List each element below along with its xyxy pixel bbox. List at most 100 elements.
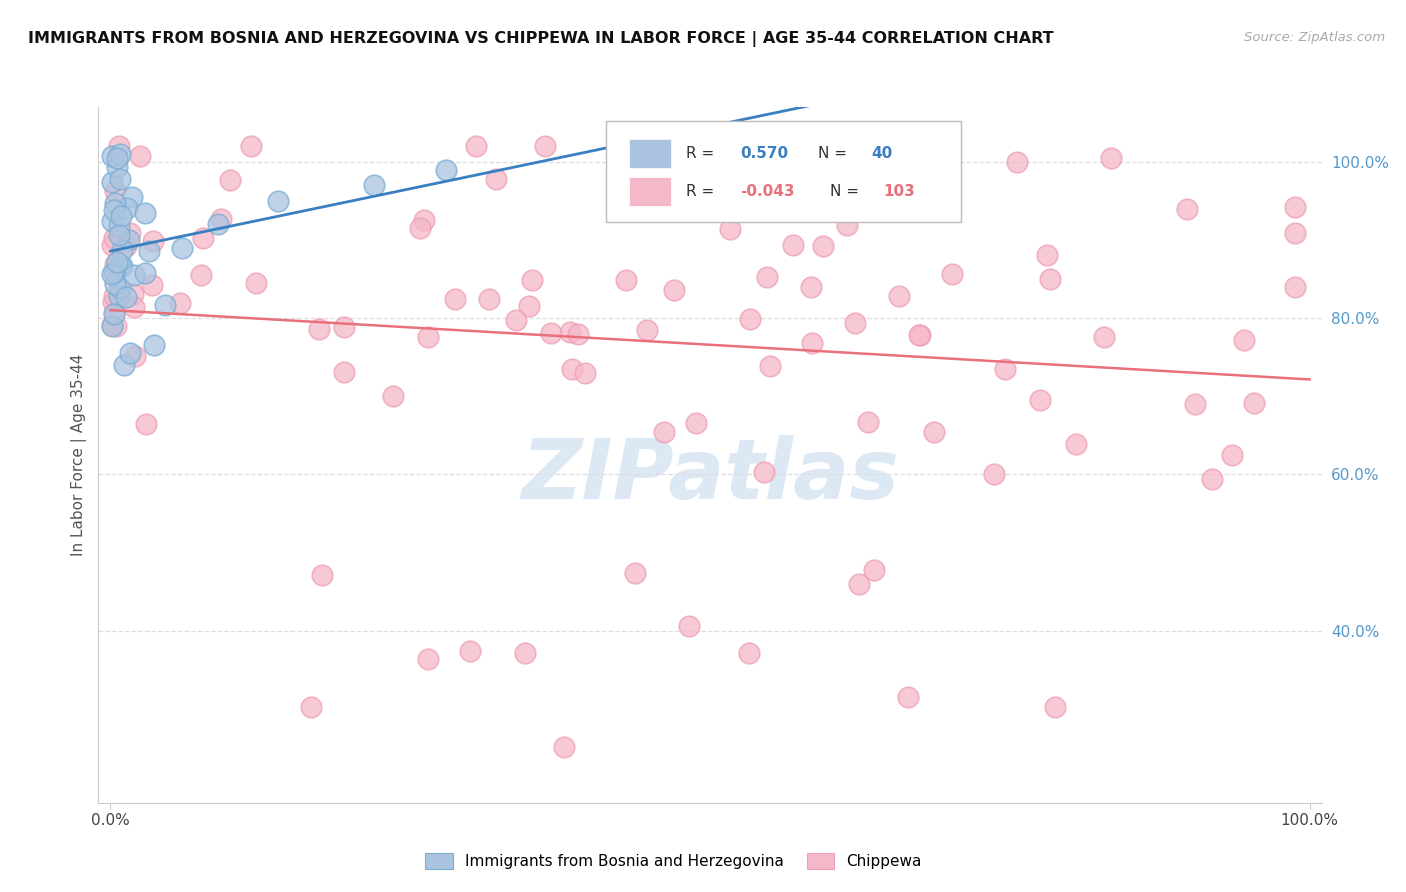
Point bbox=[333, 365, 356, 379]
Point bbox=[311, 568, 333, 582]
Point bbox=[103, 307, 125, 321]
Point bbox=[1284, 226, 1306, 240]
Point bbox=[142, 234, 165, 248]
Point bbox=[561, 362, 583, 376]
Point bbox=[662, 283, 685, 297]
Point bbox=[122, 287, 145, 301]
Point bbox=[866, 198, 889, 212]
Text: 0.570: 0.570 bbox=[741, 146, 789, 161]
Point bbox=[1101, 151, 1123, 165]
Text: Source: ZipAtlas.com: Source: ZipAtlas.com bbox=[1244, 31, 1385, 45]
Bar bbox=[630, 177, 671, 206]
Point bbox=[418, 330, 440, 344]
Point bbox=[245, 277, 267, 291]
Point bbox=[848, 576, 870, 591]
Point bbox=[887, 289, 910, 303]
Point bbox=[363, 178, 385, 193]
Point bbox=[478, 292, 501, 306]
Point bbox=[120, 346, 142, 360]
Point bbox=[112, 358, 135, 372]
Point bbox=[907, 327, 929, 342]
Point bbox=[412, 212, 434, 227]
Text: IMMIGRANTS FROM BOSNIA AND HERZEGOVINA VS CHIPPEWA IN LABOR FORCE | AGE 35-44 CO: IMMIGRANTS FROM BOSNIA AND HERZEGOVINA V… bbox=[28, 31, 1053, 47]
Point bbox=[104, 184, 127, 198]
Point bbox=[114, 239, 136, 253]
Point bbox=[1039, 272, 1062, 286]
Point bbox=[110, 258, 132, 272]
Point bbox=[908, 328, 931, 343]
Point bbox=[1233, 334, 1256, 348]
Point bbox=[558, 325, 581, 339]
Text: R =: R = bbox=[686, 146, 718, 161]
Point bbox=[115, 201, 138, 215]
Point bbox=[1064, 437, 1087, 451]
Bar bbox=[630, 139, 671, 169]
Point bbox=[983, 467, 1005, 481]
Point bbox=[759, 359, 782, 374]
Point bbox=[110, 209, 132, 223]
Point bbox=[434, 162, 457, 177]
Point bbox=[1284, 201, 1306, 215]
Point bbox=[1220, 448, 1243, 462]
Point bbox=[515, 646, 537, 660]
Point bbox=[856, 415, 879, 429]
Point bbox=[409, 221, 432, 235]
Point bbox=[190, 268, 212, 282]
Point bbox=[738, 646, 761, 660]
Point bbox=[103, 231, 125, 245]
Point bbox=[652, 425, 675, 440]
Point bbox=[755, 269, 778, 284]
Point bbox=[685, 416, 707, 430]
FancyBboxPatch shape bbox=[606, 121, 960, 222]
Point bbox=[540, 326, 562, 340]
Point bbox=[800, 279, 823, 293]
Point bbox=[115, 290, 138, 304]
Point bbox=[267, 194, 290, 208]
Point bbox=[534, 139, 557, 153]
Point bbox=[862, 564, 884, 578]
Point bbox=[129, 149, 152, 163]
Point bbox=[141, 278, 163, 293]
Point bbox=[574, 366, 596, 380]
Point bbox=[135, 417, 157, 431]
Point bbox=[239, 139, 262, 153]
Point bbox=[299, 700, 322, 714]
Point bbox=[100, 267, 122, 281]
Point bbox=[103, 289, 125, 303]
Point bbox=[122, 268, 145, 282]
Point bbox=[105, 254, 128, 268]
Point bbox=[101, 238, 124, 252]
Point bbox=[416, 652, 439, 666]
Point bbox=[898, 156, 921, 170]
Point bbox=[941, 267, 963, 281]
Point bbox=[138, 244, 160, 258]
Point bbox=[169, 295, 191, 310]
Point bbox=[443, 292, 465, 306]
Point bbox=[111, 244, 134, 258]
Point bbox=[108, 172, 131, 186]
Point bbox=[517, 299, 540, 313]
Point bbox=[172, 241, 194, 255]
Point bbox=[104, 195, 127, 210]
Point bbox=[207, 217, 229, 231]
Point bbox=[801, 335, 824, 350]
Point bbox=[1184, 397, 1206, 411]
Text: N =: N = bbox=[818, 146, 852, 161]
Point bbox=[101, 149, 124, 163]
Point bbox=[101, 295, 124, 310]
Point bbox=[636, 323, 658, 337]
Legend: Immigrants from Bosnia and Herzegovina, Chippewa: Immigrants from Bosnia and Herzegovina, … bbox=[419, 847, 928, 875]
Point bbox=[103, 265, 125, 279]
Point bbox=[485, 171, 508, 186]
Point bbox=[993, 362, 1015, 376]
Point bbox=[1005, 154, 1028, 169]
Point bbox=[110, 281, 132, 295]
Point bbox=[103, 306, 125, 320]
Point bbox=[100, 318, 122, 332]
Text: 40: 40 bbox=[872, 146, 893, 161]
Point bbox=[1243, 396, 1265, 410]
Point bbox=[104, 277, 127, 291]
Point bbox=[614, 273, 637, 287]
Point bbox=[209, 211, 232, 226]
Point bbox=[108, 219, 131, 234]
